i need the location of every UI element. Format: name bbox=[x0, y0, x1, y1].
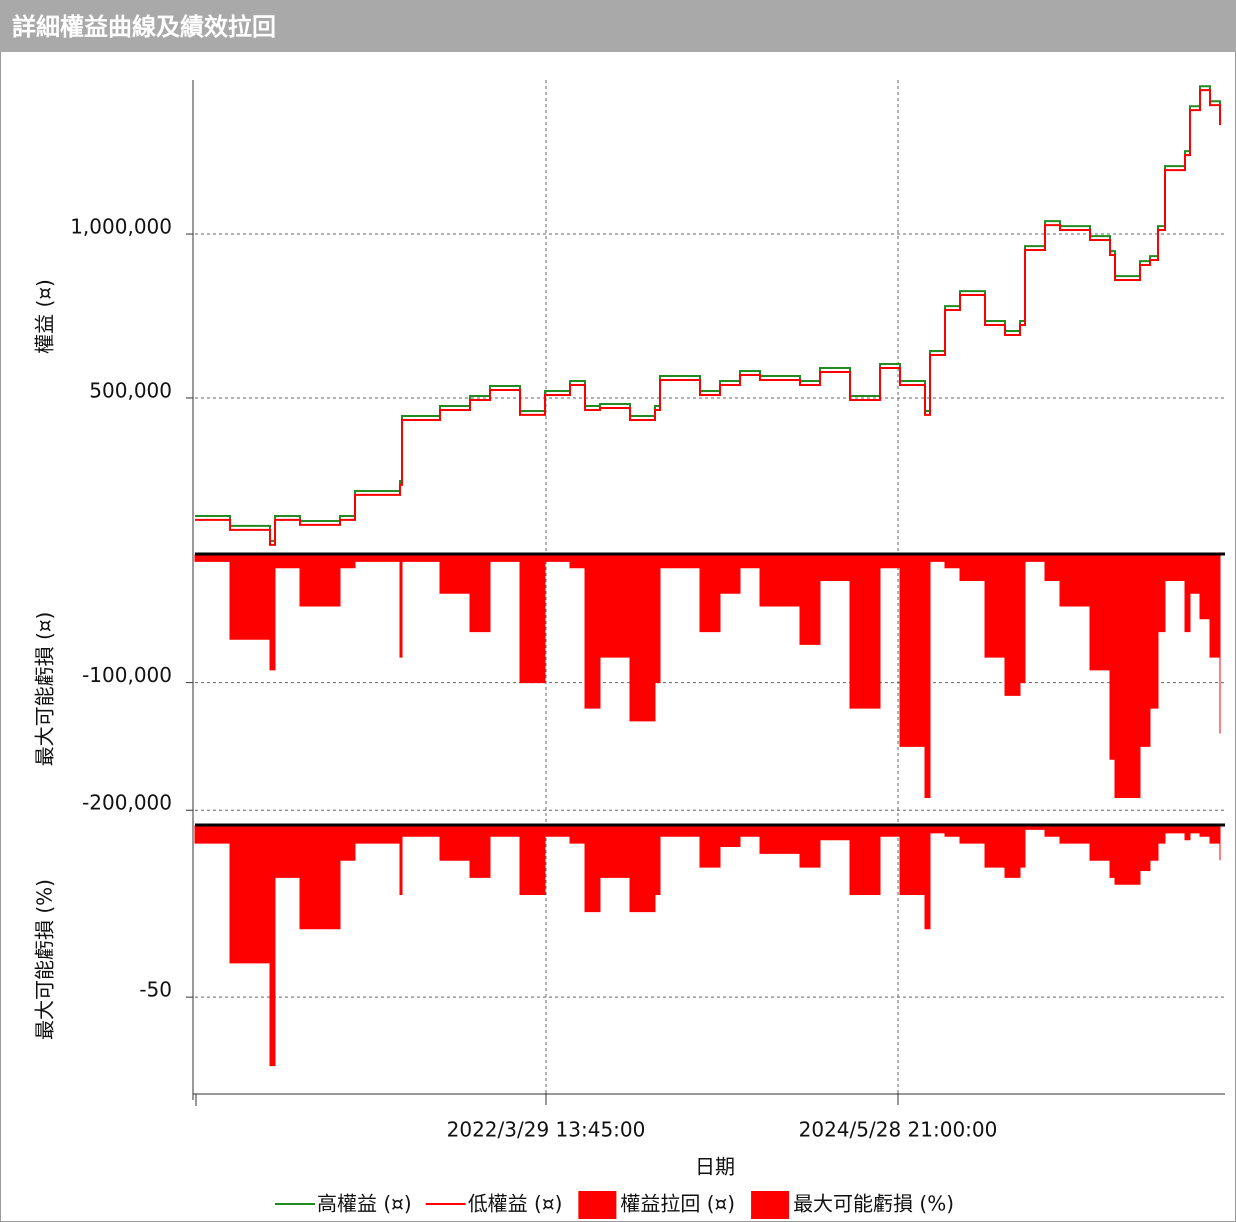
y-tick-label: -200,000 bbox=[82, 791, 172, 815]
window-title: 詳細權益曲線及績效拉回 bbox=[12, 13, 276, 41]
y-tick-label: -100,000 bbox=[82, 663, 172, 687]
legend-label: 權益拉回 (¤) bbox=[620, 1192, 735, 1216]
y-axis-label: 權益 (¤) bbox=[33, 279, 57, 354]
drawdown-area bbox=[194, 554, 1221, 798]
drawdown-area bbox=[194, 825, 1221, 1067]
legend-label: 最大可能虧損 (%) bbox=[793, 1192, 954, 1216]
equity-line bbox=[195, 89, 1221, 546]
x-tick-label: 2022/3/29 13:45:00 bbox=[447, 1118, 646, 1142]
legend-label: 高權益 (¤) bbox=[317, 1192, 412, 1216]
legend-swatch bbox=[578, 1191, 617, 1219]
y-axis-label: 最大可能虧損 (¤) bbox=[33, 612, 57, 767]
legend-swatch bbox=[751, 1191, 790, 1219]
x-axis-label: 日期 bbox=[695, 1155, 735, 1179]
y-tick-label: 1,000,000 bbox=[70, 215, 172, 239]
y-tick-label: 500,000 bbox=[89, 378, 172, 402]
y-tick-label: -50 bbox=[139, 978, 172, 1002]
legend-label: 低權益 (¤) bbox=[468, 1192, 563, 1216]
x-tick-label: 2024/5/28 21:00:00 bbox=[799, 1118, 998, 1142]
y-axis-label: 最大可能虧損 (%) bbox=[33, 879, 57, 1040]
title-bar bbox=[0, 0, 1236, 52]
